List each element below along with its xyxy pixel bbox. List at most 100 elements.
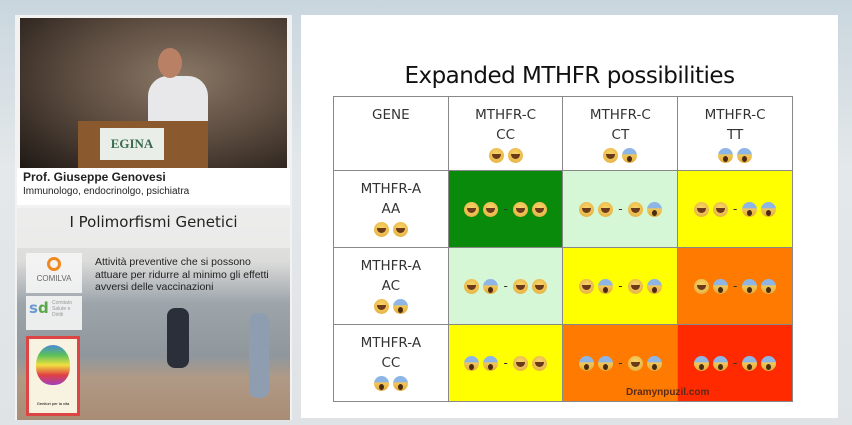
combination-cell: - — [562, 247, 679, 325]
screaming-face-icon — [392, 298, 408, 314]
smiley-face-icon — [579, 278, 595, 294]
smiley-face-icon — [373, 221, 389, 237]
smiley-face-icon — [693, 278, 709, 294]
header-label: MTHFR-C — [475, 107, 537, 123]
balloon-icon — [36, 345, 70, 385]
smiley-face-icon — [531, 278, 547, 294]
screaming-face-icon — [742, 278, 758, 294]
combination-cell: - — [677, 170, 793, 248]
smiley-face-icon — [627, 355, 643, 371]
separator: - — [618, 356, 623, 370]
header-label: MTHFR-A — [360, 335, 422, 351]
screaming-face-icon — [693, 355, 709, 371]
column-header: MTHFR-C CC — [447, 96, 564, 171]
smiley-face-icon — [464, 278, 480, 294]
speaker-name: Prof. Giuseppe Genovesi — [23, 170, 166, 184]
screaming-face-icon — [646, 355, 662, 371]
row-header: MTHFR-A AC — [333, 247, 449, 325]
smiley-face-icon — [512, 355, 528, 371]
smiley-face-icon — [627, 278, 643, 294]
child-figure — [167, 308, 189, 368]
row-header: MTHFR-A AA — [333, 170, 449, 248]
speaker-role: Immunologo, endocrinolgo, psichiatra — [23, 186, 190, 197]
screaming-face-icon — [598, 278, 614, 294]
combination-cell: - — [677, 247, 793, 325]
screaming-face-icon — [579, 355, 595, 371]
separator: - — [618, 202, 623, 216]
topic-panel: I Polimorfismi Genetici Attività prevent… — [17, 208, 290, 420]
sd-logo: sd Comitato Salute e Diritti — [26, 296, 82, 330]
mthfr-table: GENE MTHFR-C CC MTHFR-C CT MTHFR-C TT MTHFR-A AA… — [333, 96, 793, 402]
combination-cell: - — [447, 324, 564, 402]
left-panel: EGINA Prof. Giuseppe Genovesi Immunologo… — [15, 15, 292, 420]
header-label: MTHFR-A — [360, 181, 422, 197]
header-label: CC — [496, 127, 516, 143]
speaker-video: EGINA — [20, 18, 287, 168]
separator: - — [503, 202, 508, 216]
screaming-face-icon — [646, 278, 662, 294]
screaming-face-icon — [718, 147, 734, 163]
separator: - — [732, 202, 738, 216]
smiley-face-icon — [712, 201, 728, 217]
smiley-face-icon — [392, 221, 408, 237]
screaming-face-icon — [622, 147, 638, 163]
screaming-face-icon — [598, 355, 614, 371]
screaming-face-icon — [742, 201, 758, 217]
smiley-face-icon — [507, 147, 523, 163]
table-row: MTHFR-A AC - - - — [333, 247, 793, 325]
speaker-head — [158, 48, 182, 78]
combination-cell: - — [447, 170, 564, 248]
speaker-caption: Prof. Giuseppe Genovesi Immunologo, endo… — [17, 168, 290, 205]
header-label: AC — [381, 278, 401, 294]
screaming-face-icon — [761, 201, 777, 217]
separator: - — [618, 279, 623, 293]
screaming-face-icon — [392, 375, 408, 391]
smiley-face-icon — [598, 201, 614, 217]
combination-cell: - — [562, 324, 679, 402]
screaming-face-icon — [373, 375, 389, 391]
screaming-face-icon — [761, 278, 777, 294]
slide-title: Expanded MTHFR possibilities — [404, 63, 735, 89]
balloon-logo: Genitori per la vita — [26, 336, 80, 416]
separator: - — [503, 279, 508, 293]
topic-title: I Polimorfismi Genetici — [17, 208, 290, 248]
screaming-face-icon — [483, 278, 499, 294]
separator: - — [732, 279, 738, 293]
smiley-face-icon — [512, 278, 528, 294]
separator: - — [732, 356, 738, 370]
screaming-face-icon — [737, 147, 753, 163]
separator: - — [503, 356, 508, 370]
corner-cell: GENE — [333, 96, 449, 171]
smiley-face-icon — [488, 147, 504, 163]
screaming-face-icon — [712, 355, 728, 371]
smiley-face-icon — [531, 355, 547, 371]
presentation-slide: Expanded MTHFR possibilities GENE MTHFR-C… — [301, 15, 838, 418]
smiley-face-icon — [579, 201, 595, 217]
header-label: MTHFR-C — [589, 107, 651, 123]
combination-cell: - — [447, 247, 564, 325]
topic-description: Attività preventive che si possono attua… — [95, 256, 269, 293]
screaming-face-icon — [646, 201, 662, 217]
smiley-face-icon — [531, 201, 547, 217]
smiley-face-icon — [373, 298, 389, 314]
screaming-face-icon — [483, 355, 499, 371]
comilva-logo: COMILVA — [26, 253, 82, 293]
combination-cell: - — [562, 170, 679, 248]
watermark: Dramynpuzil.com — [626, 387, 710, 398]
header-label: MTHFR-A — [360, 258, 422, 274]
header-label: TT — [726, 127, 744, 143]
header-label: CC — [381, 355, 401, 371]
smiley-face-icon — [512, 201, 528, 217]
screaming-face-icon — [742, 355, 758, 371]
header-label: CT — [611, 127, 630, 143]
header-label: AA — [381, 201, 401, 217]
screaming-face-icon — [464, 355, 480, 371]
podium-sign: EGINA — [100, 128, 164, 160]
screaming-face-icon — [712, 278, 728, 294]
smiley-face-icon — [627, 201, 643, 217]
comilva-icon — [47, 257, 61, 271]
table-row: MTHFR-A CC - - - — [333, 324, 793, 402]
column-header: MTHFR-C CT — [562, 96, 679, 171]
table-row: MTHFR-A AA - - - — [333, 170, 793, 248]
smiley-face-icon — [464, 201, 480, 217]
